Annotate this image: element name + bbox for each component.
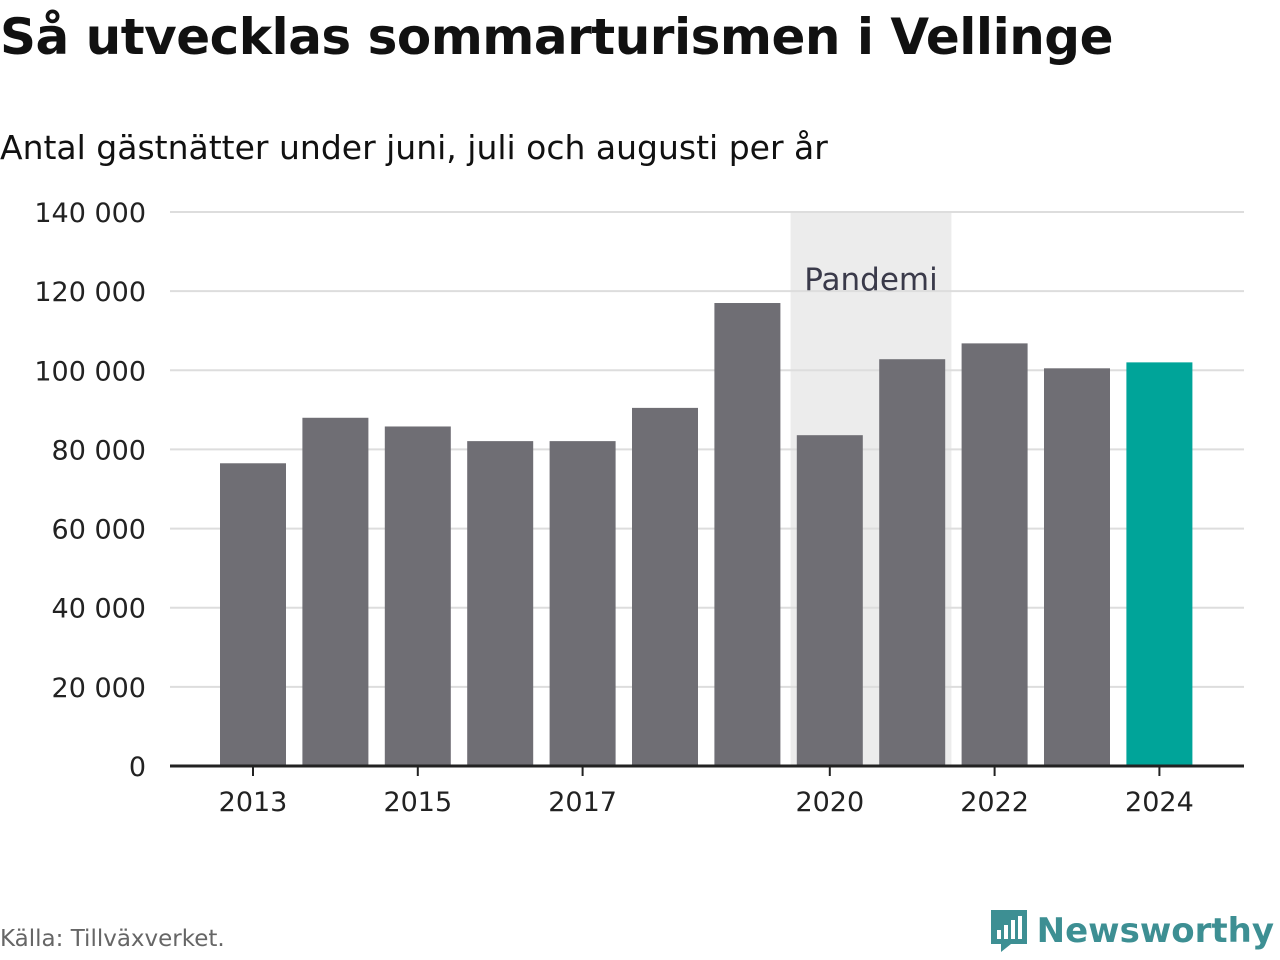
bar-2024: [1126, 362, 1193, 766]
y-tick-label: 20 000: [52, 673, 146, 704]
chart-subtitle: Antal gästnätter under juni, juli och au…: [0, 128, 828, 167]
bar-2015: [384, 426, 451, 766]
x-tick-label: 2015: [383, 787, 452, 818]
source-note: Källa: Tillväxverket.: [0, 926, 225, 952]
newsworthy-logo-icon: [990, 910, 1027, 952]
y-tick-label: 140 000: [34, 198, 146, 229]
y-tick-label: 60 000: [52, 515, 146, 546]
bar-2023: [1044, 368, 1110, 766]
x-tick-label: 2024: [1125, 787, 1194, 818]
y-tick-label: 120 000: [34, 277, 146, 308]
bar-2014: [302, 417, 369, 766]
bar-2022: [961, 343, 1028, 766]
x-tick-label: 2022: [960, 787, 1029, 818]
y-tick-label: 100 000: [34, 356, 146, 387]
x-tick-label: 2020: [795, 787, 864, 818]
bar-2016: [467, 441, 534, 766]
brand-name: Newsworthy: [1036, 911, 1274, 951]
x-tick-label: 2017: [548, 787, 617, 818]
brand-logo: Newsworthy: [989, 908, 1274, 954]
bar-2017: [549, 441, 616, 766]
bar-2018: [632, 407, 698, 766]
y-tick-label: 0: [129, 752, 146, 783]
bar-2019: [714, 303, 781, 766]
x-tick-label: 2013: [219, 787, 288, 818]
bar-chart: 0 20 000 40 000 60 000 80 000 100 000 120 000 1…: [34, 198, 1244, 818]
bar-2013: [220, 463, 286, 766]
bar-2020: [796, 435, 863, 766]
y-tick-label: 40 000: [52, 594, 146, 625]
bar-2021: [879, 359, 946, 766]
pandemic-label: Pandemi: [804, 262, 938, 298]
chart-title: Så utvecklas sommarturismen i Vellinge: [0, 8, 1114, 66]
y-tick-label: 80 000: [52, 435, 146, 466]
